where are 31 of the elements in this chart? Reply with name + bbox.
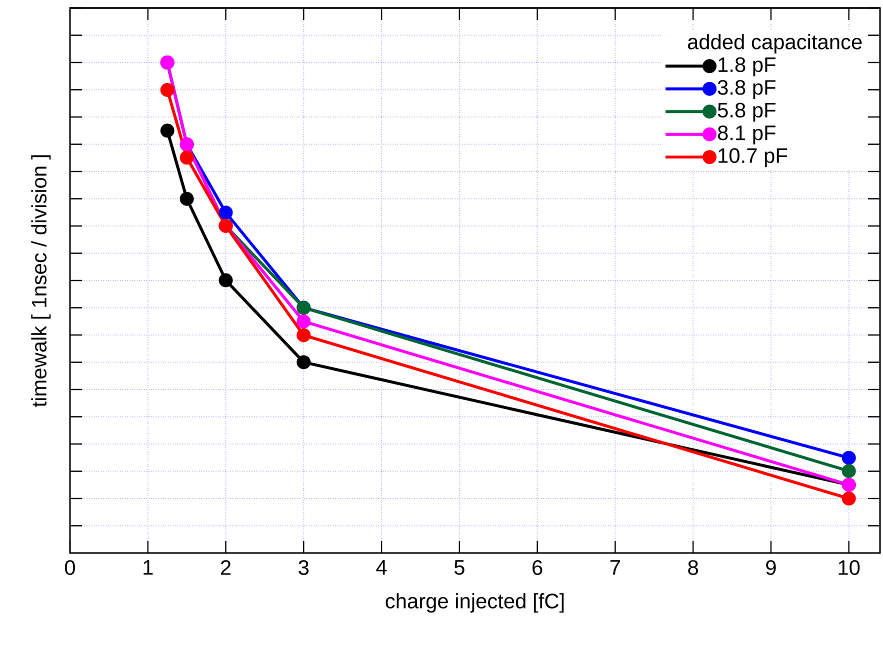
x-tick-label: 5 (454, 560, 464, 575)
point (296, 355, 311, 370)
y-axis-title: timewalk [ 1nsec / division ] (31, 155, 51, 407)
point (296, 314, 311, 328)
legend-title: added capacitance (688, 34, 862, 54)
legend-label: 3.8 pF (718, 80, 776, 99)
legend-label: 5.8 pF (718, 102, 776, 122)
point (842, 450, 856, 465)
x-tick-label: 0 (64, 560, 75, 575)
point (842, 464, 856, 478)
legend-label: 10.7 pF (718, 148, 788, 168)
point (160, 124, 174, 138)
point (218, 273, 233, 288)
x-tick-label: 4 (376, 560, 387, 575)
x-tick-label: 7 (610, 560, 620, 575)
x-tick-label: 9 (766, 560, 776, 575)
x-tick-label: 6 (532, 560, 542, 575)
point (842, 492, 856, 506)
x-tick-label: 3 (298, 560, 309, 575)
x-tick-label: 2 (221, 560, 231, 575)
legend-label: 1.8 pF (718, 57, 776, 76)
x-tick-label: 10 (838, 560, 860, 575)
point (160, 82, 174, 97)
point (180, 192, 194, 206)
x-axis-title: charge injected [fC] (386, 593, 564, 613)
x-tick-label: 8 (688, 560, 698, 575)
point (296, 328, 311, 342)
legend-label: 8.1 pF (718, 125, 776, 144)
point (218, 206, 233, 220)
x-tick-label: 1 (144, 560, 153, 575)
point (180, 150, 194, 165)
